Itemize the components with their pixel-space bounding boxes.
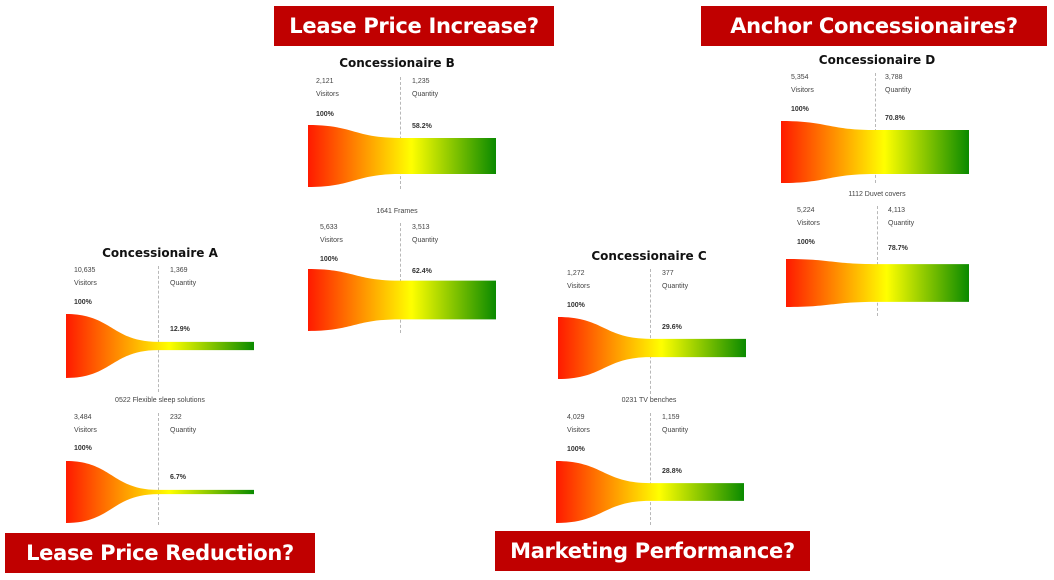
stage-1-share: 100% [567, 302, 585, 309]
banner-lease-price-reduction: Lease Price Reduction? [5, 533, 315, 573]
stage-2-label: Quantity [888, 220, 915, 227]
stage-2-label: Quantity [412, 237, 439, 244]
stage-2-share: 62.4% [412, 268, 432, 275]
panel-title: Concessionaire D [818, 53, 936, 67]
stage-1-label: Visitors [316, 91, 339, 98]
stage-1-label: Visitors [567, 427, 590, 434]
stage-1-label: Visitors [567, 283, 590, 290]
funnel-chart [786, 259, 969, 307]
stage-2-share: 6.7% [170, 474, 186, 481]
stage-1-share: 100% [74, 445, 92, 452]
stage-1-label: Visitors [320, 237, 343, 244]
stage-2-label: Quantity [662, 427, 689, 434]
stage-2-share: 58.2% [412, 123, 432, 130]
stage-2-share: 28.8% [662, 468, 682, 475]
stage-divider [877, 206, 878, 316]
panel-title: Concessionaire C [591, 249, 707, 263]
stage-1-share: 100% [320, 256, 338, 263]
stage-2-share: 12.9% [170, 326, 190, 333]
stage-2-label: Quantity [170, 280, 197, 287]
panel-title: Concessionaire A [102, 246, 218, 260]
stage-divider [400, 77, 401, 189]
panel-caption: 1112 Duvet covers [848, 191, 906, 198]
stage-1-label: Visitors [74, 280, 97, 287]
stage-1-count: 5,633 [320, 224, 338, 231]
funnel-shape [308, 269, 496, 331]
stage-2-share: 78.7% [888, 245, 908, 252]
stage-2-label: Quantity [170, 427, 197, 434]
stage-2-share: 29.6% [662, 324, 682, 331]
stage-1-share: 100% [316, 111, 334, 118]
stage-2-count: 232 [170, 414, 182, 421]
funnel-chart [308, 269, 496, 331]
stage-2-count: 377 [662, 270, 674, 277]
funnel-shape [308, 125, 496, 187]
funnel-shape [556, 461, 744, 523]
banner-marketing-performance: Marketing Performance? [495, 531, 810, 571]
stage-2-label: Quantity [662, 283, 689, 290]
stage-2-label: Quantity [885, 87, 912, 94]
stage-1-count: 1,272 [567, 270, 585, 277]
stage-2-count: 3,513 [412, 224, 430, 231]
stage-1-count: 3,484 [74, 414, 92, 421]
banner-anchor-concessionaires: Anchor Concessionaires? [701, 6, 1047, 46]
funnel-shape [786, 259, 969, 307]
stage-2-count: 3,788 [885, 74, 903, 81]
funnel-chart [66, 461, 254, 523]
funnel-chart [781, 121, 969, 183]
stage-2-label: Quantity [412, 91, 439, 98]
panel-title: Concessionaire B [339, 56, 455, 70]
stage-2-count: 1,369 [170, 267, 188, 274]
stage-1-count: 4,029 [567, 414, 585, 421]
funnel-shape [66, 461, 254, 523]
stage-1-label: Visitors [74, 427, 97, 434]
stage-1-share: 100% [797, 239, 815, 246]
stage-2-count: 1,159 [662, 414, 680, 421]
panel-caption: 0231 TV benches [621, 397, 677, 404]
funnel-shape [558, 317, 746, 379]
funnel-chart [558, 317, 746, 379]
stage-divider [650, 269, 651, 394]
stage-divider [158, 413, 159, 525]
stage-divider [158, 266, 159, 392]
panel-caption: 1641 Frames [376, 208, 418, 215]
stage-divider [650, 413, 651, 525]
stage-1-label: Visitors [797, 220, 820, 227]
stage-1-share: 100% [567, 446, 585, 453]
stage-1-count: 2,121 [316, 78, 334, 85]
funnel-shape [781, 121, 969, 183]
funnel-chart [66, 314, 254, 378]
stage-1-share: 100% [74, 299, 92, 306]
banner-lease-price-increase: Lease Price Increase? [274, 6, 554, 46]
stage-1-label: Visitors [791, 87, 814, 94]
stage-divider [875, 73, 876, 183]
stage-1-count: 10,635 [74, 267, 96, 274]
stage-divider [400, 223, 401, 333]
funnel-chart [556, 461, 744, 523]
stage-2-count: 1,235 [412, 78, 430, 85]
funnel-shape [66, 314, 254, 378]
stage-1-count: 5,224 [797, 207, 815, 214]
funnel-chart [308, 125, 496, 187]
stage-2-share: 70.8% [885, 115, 905, 122]
panel-caption: 0522 Flexible sleep solutions [115, 397, 205, 404]
stage-2-count: 4,113 [888, 207, 905, 214]
stage-1-share: 100% [791, 106, 809, 113]
stage-1-count: 5,354 [791, 74, 809, 81]
